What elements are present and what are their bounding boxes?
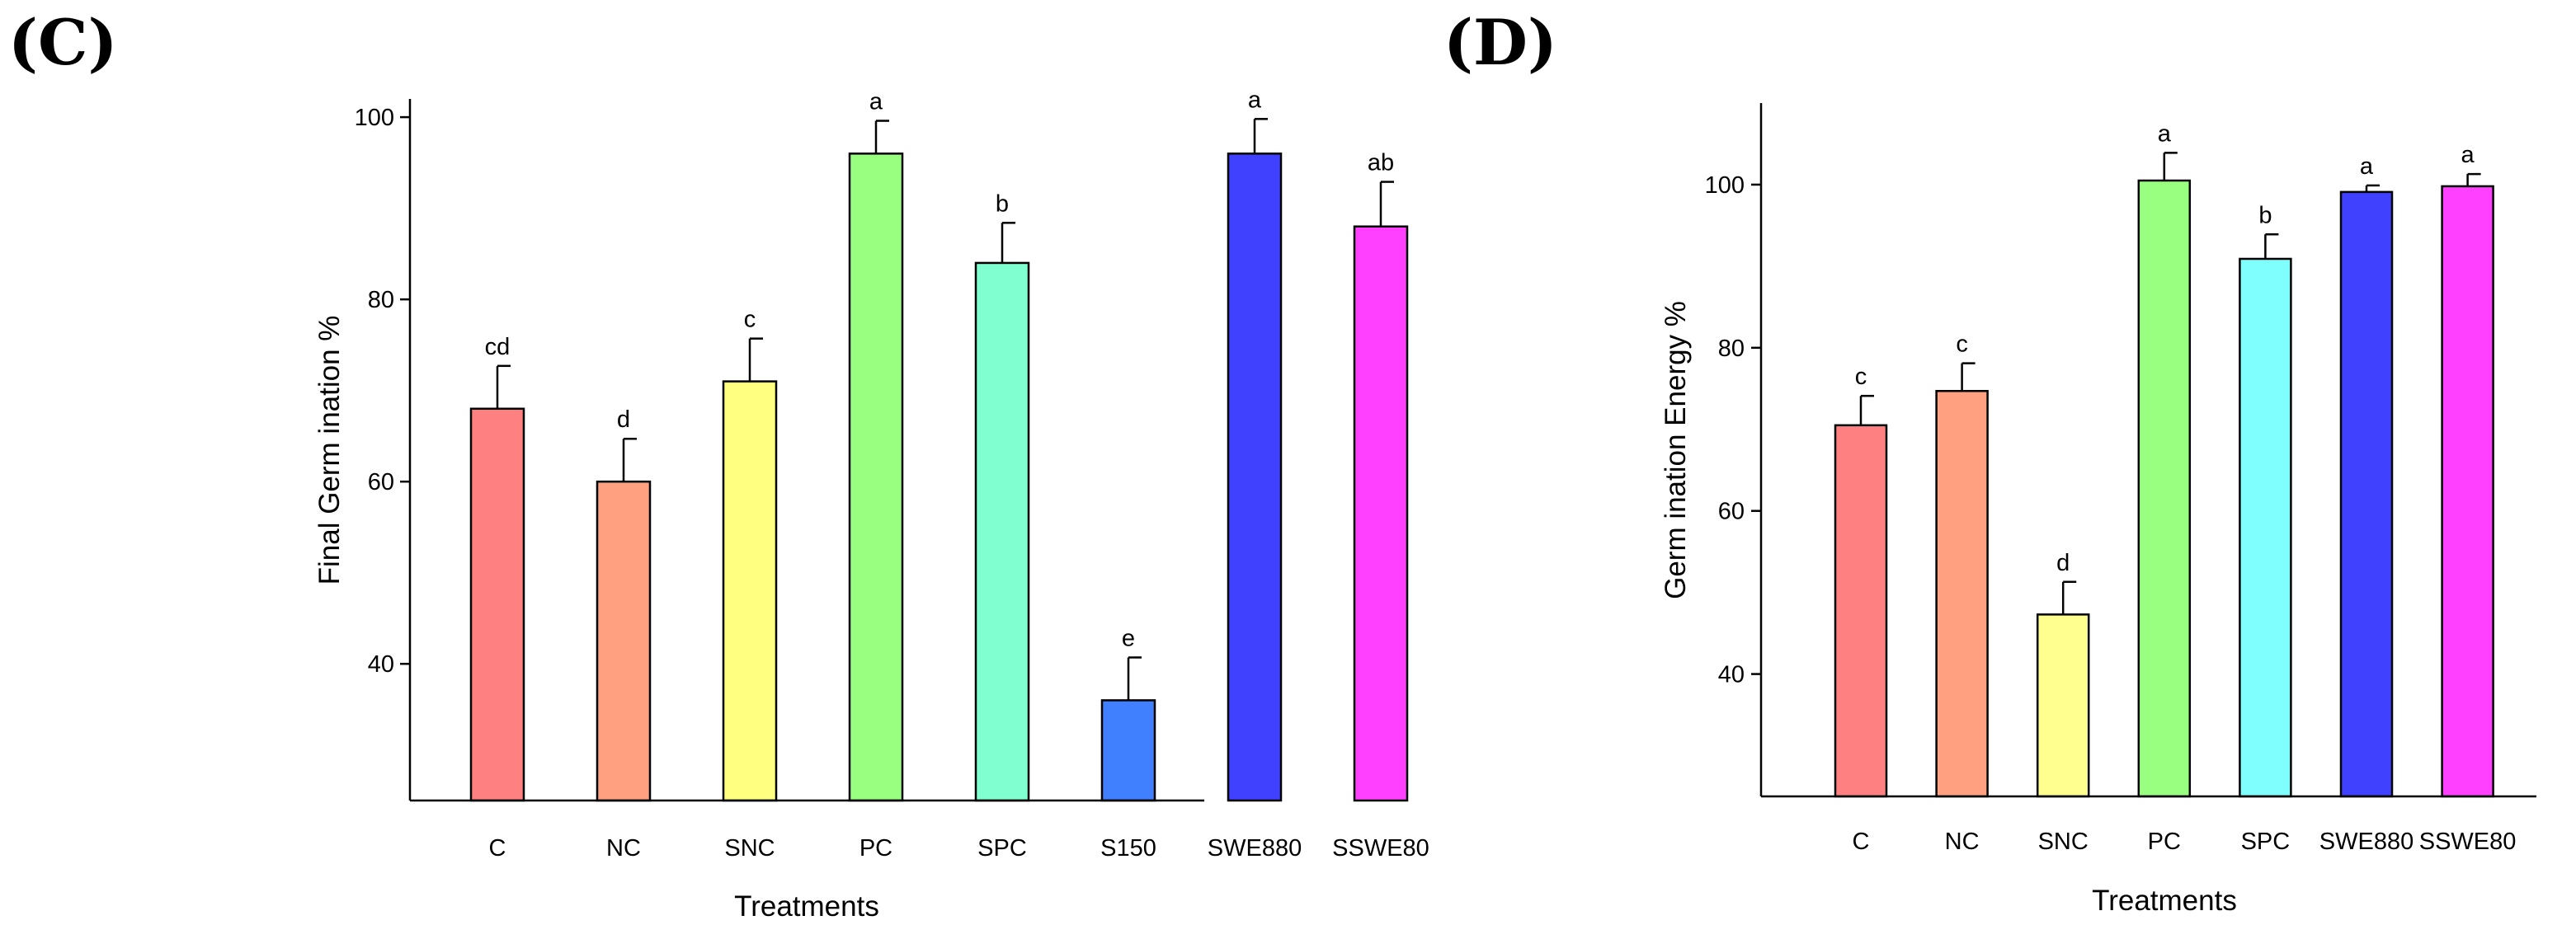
panel-c-sig-label: d [617, 406, 630, 433]
panel-c-bar-spc [974, 261, 1030, 802]
panel-c-category-label: NC [606, 835, 641, 862]
panel-c-category-label: PC [859, 835, 892, 862]
panel-d-y-tick-label: 60 [1718, 499, 1745, 525]
panel-d-bar-c [1834, 424, 1888, 798]
panel-c-label: (C) [8, 6, 117, 79]
panel-d: (D) 40 60 80 100 c Cc NC d SNC a PC b SPC a SWE880 a SSW… [1443, 6, 2536, 917]
panel-d-y-tick-label: 80 [1718, 336, 1745, 362]
panel-d-sig-label: c [1855, 364, 1867, 390]
panel-d-bar-snc [2036, 613, 2090, 798]
panel-c-bar-c [469, 407, 525, 802]
panel-c-sig-label: b [996, 190, 1009, 217]
panel-d-bar-pc [2137, 179, 2192, 798]
panel-c-category-label: SNC [724, 835, 775, 862]
panel-c-bar-s150 [1100, 699, 1156, 802]
panel-d-category-label: SPC [2241, 829, 2291, 855]
panel-c-sig-label: cd [485, 334, 511, 360]
panel-d-category-label: NC [1945, 829, 1980, 855]
panel-d-bar-swe880 [2339, 190, 2394, 798]
panel-d-category-label: C [1853, 829, 1870, 855]
panel-d-x-title: Treatments [2092, 885, 2237, 917]
panel-d-sig-label: a [2461, 142, 2475, 168]
panel-c-bar-swe880 [1227, 153, 1283, 802]
panel-c-category-label: SWE880 [1208, 835, 1302, 862]
panel-c-bar-pc [848, 153, 904, 802]
panel-c-category-label: C [489, 835, 506, 862]
panel-c: (C) 40 60 80 100 cd Cd NC c SNC a PC b SPC e S150 a SWE8… [8, 6, 1429, 923]
panel-d-bar-spc [2239, 257, 2292, 798]
panel-c-category-label: SSWE80 [1332, 835, 1429, 862]
panel-d-category-label: SSWE80 [2419, 829, 2517, 855]
panel-d-category-label: SNC [2038, 829, 2089, 855]
panel-d-bar-sswe80 [2441, 185, 2494, 798]
panel-d-y-tick-label: 100 [1705, 172, 1745, 199]
panel-d-y-tick-label: 40 [1718, 662, 1745, 688]
panel-c-category-label: S150 [1100, 835, 1156, 862]
panel-c-x-title: Treatments [734, 890, 879, 923]
panel-d-sig-label: a [2360, 153, 2374, 180]
panel-d-sig-label: d [2056, 550, 2070, 576]
panel-c-sig-label: ab [1368, 150, 1394, 176]
panel-c-sig-label: c [744, 307, 756, 333]
panel-d-category-label: PC [2148, 829, 2181, 855]
panel-d-sig-label: c [1956, 331, 1968, 358]
panel-c-y-title: Final Germ ination % [313, 316, 346, 585]
panel-d-marks: 40 60 80 100 c Cc NC d SNC a PC b SPC a SWE880 a SSWE80 [1705, 120, 2517, 855]
panel-c-marks: 40 60 80 100 cd Cd NC c SNC a PC b SPC e S150 a SWE880 ab… [355, 87, 1429, 862]
panel-c-y-tick-label: 40 [368, 651, 394, 678]
panel-d-category-label: SWE880 [2319, 829, 2414, 855]
panel-c-bar-sswe80 [1353, 225, 1409, 802]
panel-c-sig-label: e [1122, 625, 1135, 651]
panel-c-y-tick-label: 80 [368, 287, 394, 313]
panel-c-sig-label: a [1248, 87, 1262, 113]
panel-c-bar-snc [722, 380, 778, 802]
panel-d-sig-label: a [2158, 120, 2172, 147]
panel-d-label: (D) [1443, 6, 1557, 79]
panel-d-sig-label: b [2258, 202, 2272, 228]
panel-c-y-tick-label: 100 [355, 105, 394, 131]
panel-d-y-title: Germ ination Energy % [1660, 301, 1692, 599]
panel-c-bar-nc [596, 480, 652, 802]
panel-c-category-label: SPC [977, 835, 1027, 862]
panel-c-sig-label: a [869, 89, 883, 115]
panel-c-y-tick-label: 60 [368, 469, 394, 495]
panel-d-bar-nc [1935, 390, 1989, 798]
